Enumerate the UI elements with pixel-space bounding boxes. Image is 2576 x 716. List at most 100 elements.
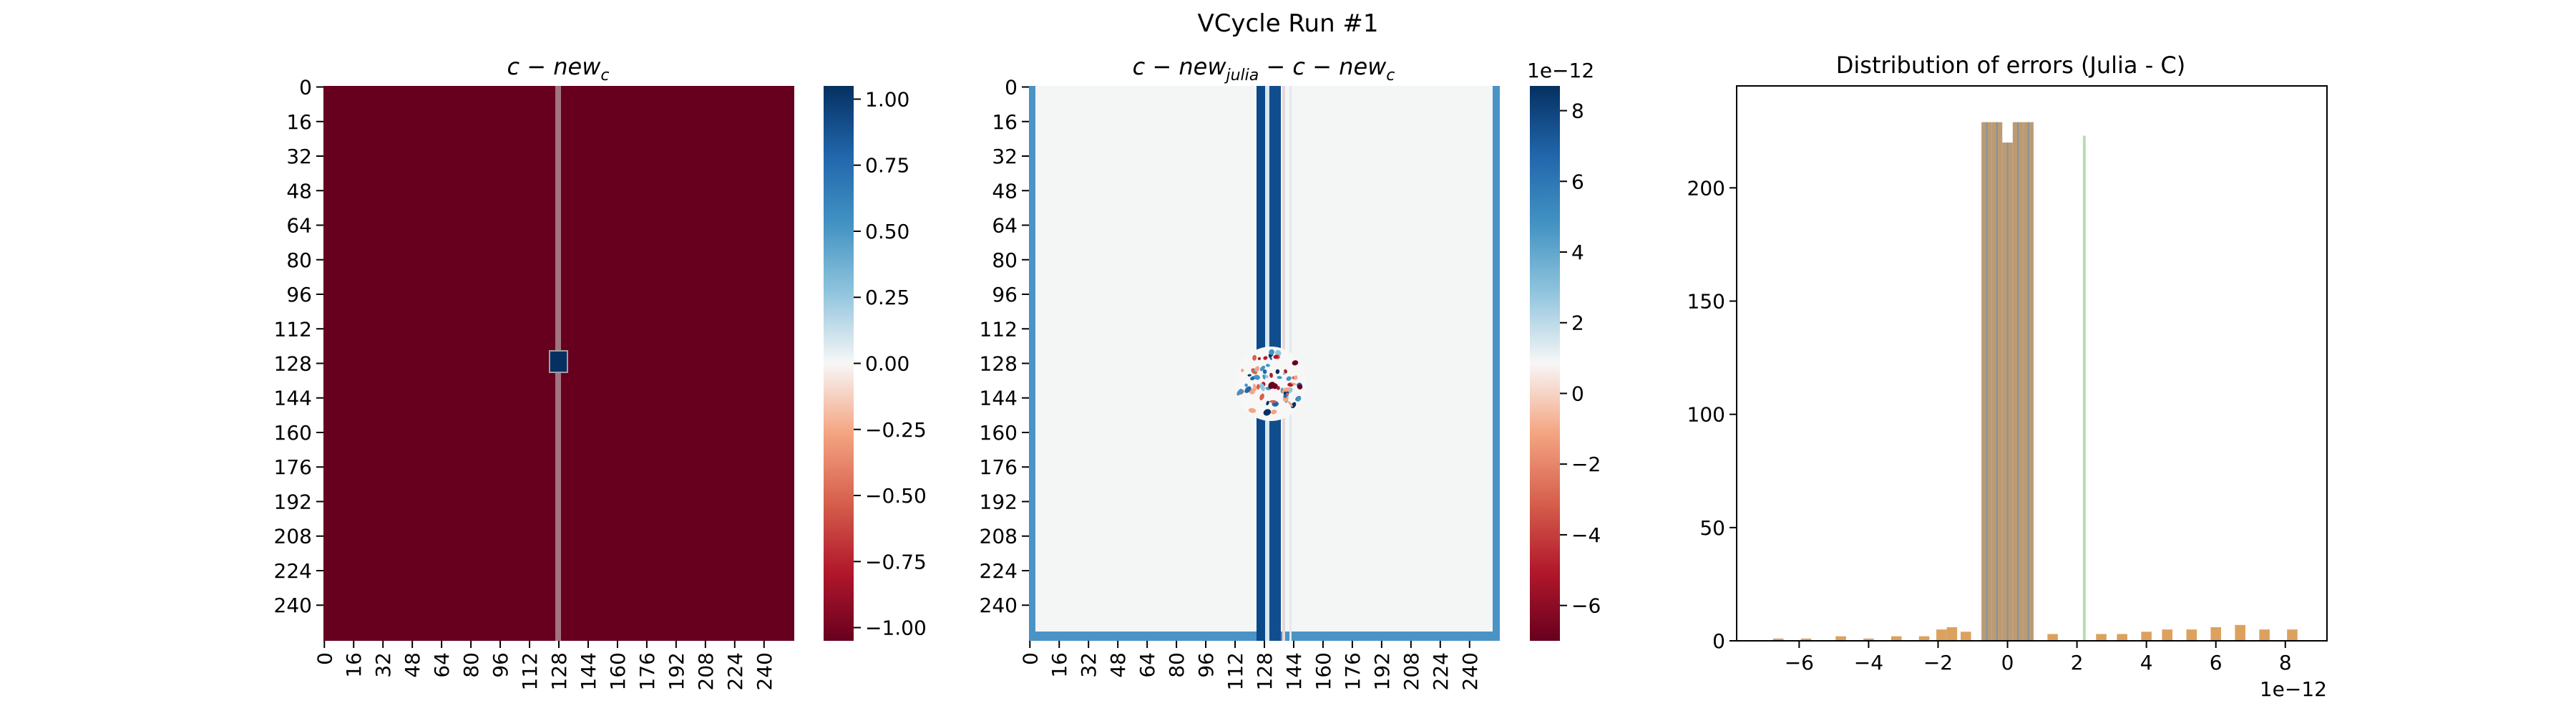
y-tick-label: 224 xyxy=(980,559,1018,583)
x-tick-label: 48 xyxy=(1106,652,1130,678)
noise-spot xyxy=(1296,396,1302,402)
histogram-bar xyxy=(1800,638,1812,641)
colorbar-1-axis: 1.00 0.75 0.50 0.25 0.00 −0.25 −0.50 −0.75 −1.00 xyxy=(854,87,927,640)
colorbar-2 xyxy=(1530,86,1560,641)
histogram-bar xyxy=(2096,634,2107,641)
y-tick-label: 160 xyxy=(274,421,312,445)
x-tick-label: 160 xyxy=(606,652,630,690)
heatmap-1-x-axis: 0 16 32 48 64 80 96 112 128 144 160 176 192 208 224 240 xyxy=(313,641,776,690)
colorbar-tick-label: −0.50 xyxy=(865,484,927,508)
colorbar-tick-label: 0.50 xyxy=(865,220,909,243)
noise-spot xyxy=(1266,400,1269,406)
heatmap-1-title: c − newc xyxy=(507,53,610,84)
x-tick-label: 160 xyxy=(1312,652,1335,690)
colorbar-tick-label: −0.25 xyxy=(865,418,927,442)
colorbar-1 xyxy=(824,86,854,641)
noise-spot xyxy=(1253,384,1257,392)
y-tick-label: 16 xyxy=(286,110,312,134)
x-tick-label: 80 xyxy=(1165,652,1189,678)
x-tick-label: 192 xyxy=(1370,652,1394,690)
x-tick-label: 8 xyxy=(2279,651,2292,674)
histogram-bar xyxy=(2047,634,2058,641)
histogram-bar xyxy=(1772,638,1784,641)
y-tick-label: 144 xyxy=(980,387,1018,410)
colorbar-tick-label: 0.00 xyxy=(865,352,909,376)
y-tick-label: 48 xyxy=(992,179,1018,203)
x-tick-label: 208 xyxy=(694,652,718,690)
x-tick-label: 6 xyxy=(2210,651,2223,674)
y-tick-label: 80 xyxy=(286,248,312,272)
y-tick-label: 96 xyxy=(992,283,1018,306)
histogram-bar xyxy=(1890,636,1902,641)
y-tick-label: 128 xyxy=(274,352,312,376)
x-tick-label: 0 xyxy=(1018,652,1042,665)
histogram-bar xyxy=(1961,632,1971,641)
y-tick-label: 80 xyxy=(992,248,1018,272)
histogram-bar xyxy=(2117,634,2127,641)
x-tick-label: 0 xyxy=(2001,651,2014,674)
x-tick-label: 80 xyxy=(459,652,483,678)
x-tick-label: 240 xyxy=(753,652,776,690)
y-tick-label: 176 xyxy=(274,455,312,479)
heatmap-2-panel: c − newjulia − c − newc 0163248648096112… xyxy=(980,53,1601,690)
colorbar-tick-label: 0 xyxy=(1571,382,1584,405)
x-tick-label: 96 xyxy=(489,652,512,678)
x-tick-label: 64 xyxy=(1136,652,1159,678)
noise-spot xyxy=(1269,400,1277,403)
histogram-bar xyxy=(1946,627,1958,641)
y-tick-label: 0 xyxy=(1712,629,1725,653)
histogram-bar xyxy=(2186,629,2197,641)
heatmap-2-noise-patch xyxy=(1235,347,1307,421)
noise-spot xyxy=(1275,369,1280,374)
noise-spot xyxy=(1263,409,1272,416)
noise-spot xyxy=(1254,374,1260,380)
x-tick-label: 0 xyxy=(313,652,336,665)
histogram-bar xyxy=(1936,629,1947,641)
heatmap-2-title: c − newjulia − c − newc xyxy=(1133,53,1395,84)
x-tick-label: 224 xyxy=(1429,652,1453,690)
histogram-bars xyxy=(1772,122,2298,641)
y-tick-label: 112 xyxy=(980,317,1018,341)
y-tick-label: 32 xyxy=(286,145,312,168)
noise-spot xyxy=(1257,357,1262,360)
x-tick-label: 112 xyxy=(1224,652,1247,690)
heatmap-2-x-axis: 0 16 32 48 64 80 96 112 128 144 160 176 192 208 224 240 xyxy=(1018,641,1482,690)
noise-spot xyxy=(1271,409,1277,415)
noise-spot xyxy=(1247,374,1252,377)
noise-spot xyxy=(1252,354,1257,361)
histogram-bar xyxy=(2235,624,2245,641)
heatmap-2-border-left xyxy=(1029,86,1035,641)
noise-spot xyxy=(1244,386,1252,393)
noise-spot xyxy=(1286,376,1292,381)
x-tick-label: 144 xyxy=(1282,652,1306,690)
noise-spot xyxy=(1248,407,1257,413)
y-tick-label: 64 xyxy=(992,214,1018,238)
y-tick-label: 96 xyxy=(286,283,312,306)
y-tick-label: 192 xyxy=(274,490,312,513)
x-tick-label: 4 xyxy=(2140,651,2153,674)
colorbar-tick-label: 4 xyxy=(1571,241,1584,264)
noise-spot xyxy=(1269,372,1273,378)
x-tick-label: −2 xyxy=(1923,651,1953,674)
noise-spot xyxy=(1273,354,1279,359)
y-tick-label: 208 xyxy=(980,525,1018,548)
noise-spot xyxy=(1287,400,1294,407)
x-tick-label: 128 xyxy=(1253,652,1277,690)
x-tick-label: 176 xyxy=(1341,652,1365,690)
x-tick-label: 128 xyxy=(547,652,571,690)
histogram-bar xyxy=(1835,636,1846,641)
histogram-bar xyxy=(2287,629,2298,641)
colorbar-tick-label: −4 xyxy=(1571,523,1601,547)
colorbar-tick-label: 2 xyxy=(1571,311,1584,335)
x-tick-label: −6 xyxy=(1785,651,1814,674)
heatmap-2-border-right xyxy=(1493,86,1500,641)
figure-title: VCycle Run #1 xyxy=(1197,9,1378,38)
histogram-bar xyxy=(2162,629,2173,641)
x-tick-label: 224 xyxy=(723,652,747,690)
x-tick-label: 176 xyxy=(635,652,659,690)
colorbar-tick-label: −6 xyxy=(1571,594,1601,618)
colorbar-tick-label: 0.75 xyxy=(865,154,909,178)
noise-spot xyxy=(1262,374,1266,380)
x-tick-label: 144 xyxy=(577,652,600,690)
